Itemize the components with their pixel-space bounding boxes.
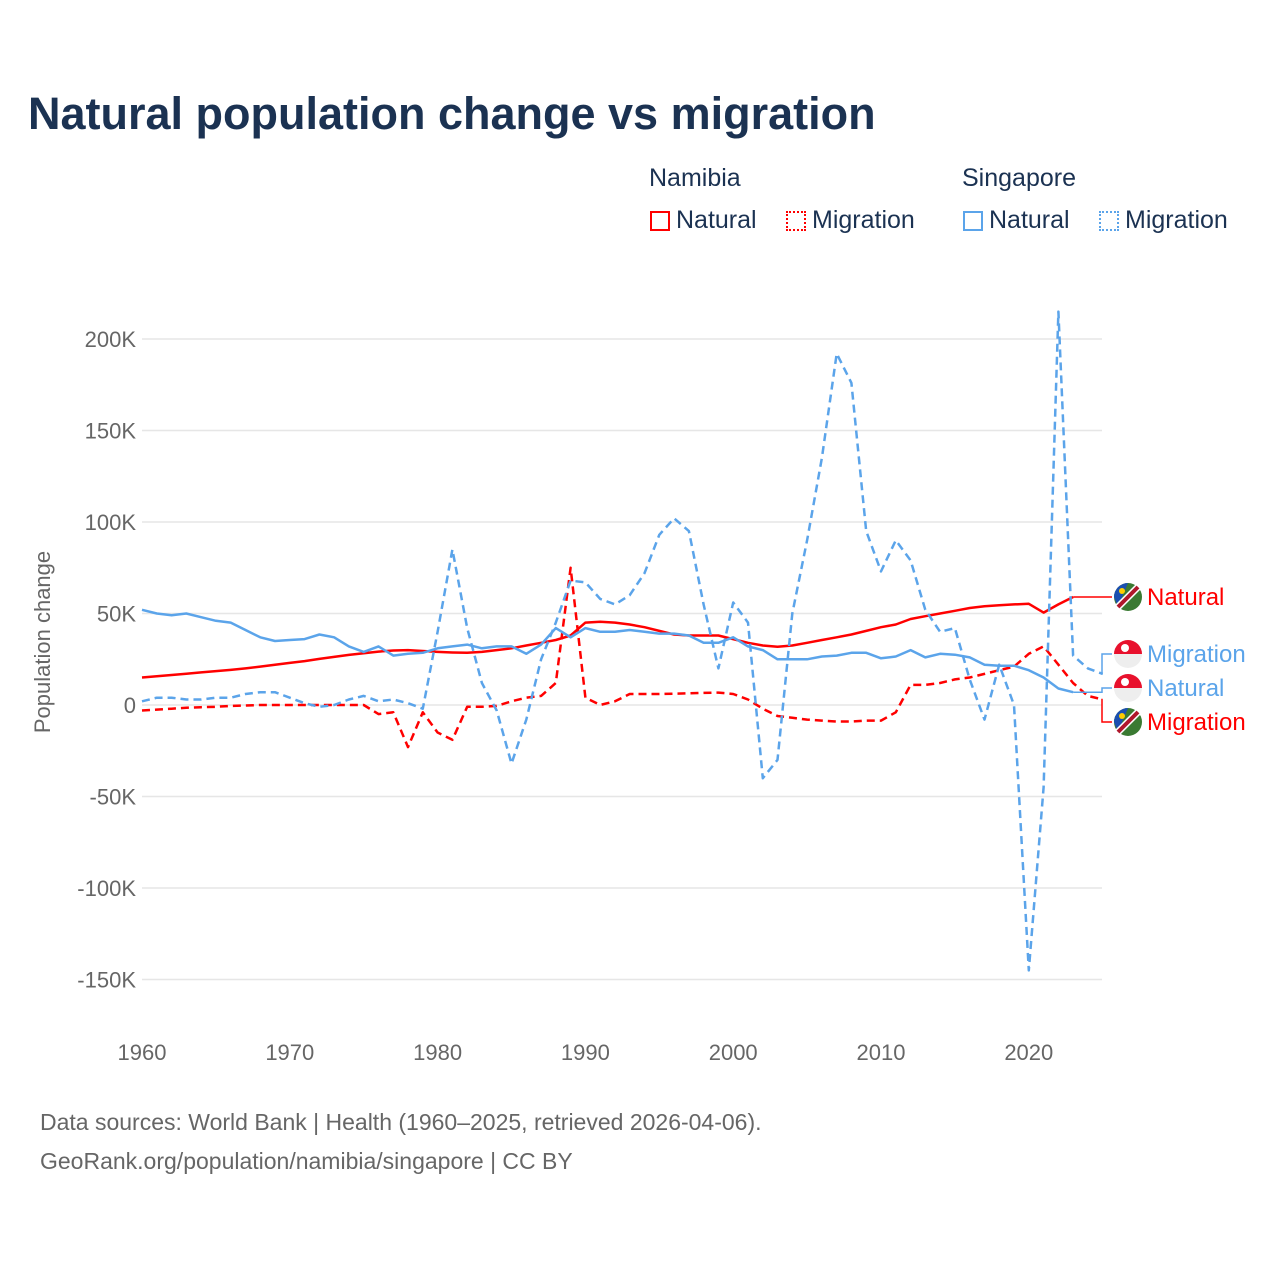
label-connector bbox=[1101, 653, 1112, 675]
source-line-2[interactable]: GeoRank.org/population/namibia/singapore… bbox=[40, 1148, 573, 1174]
namibia-flag-icon bbox=[1119, 713, 1125, 719]
legend-label: Migration bbox=[1125, 206, 1228, 234]
solid-swatch-icon bbox=[963, 210, 983, 231]
namibia-flag-icon bbox=[1119, 588, 1125, 594]
legend-label: Migration bbox=[812, 206, 915, 234]
legend-namibia-natural[interactable]: Natural bbox=[650, 206, 757, 235]
legend-label: Natural bbox=[989, 206, 1070, 234]
series-end-label: Migration bbox=[1147, 709, 1246, 736]
x-tick-label: 1960 bbox=[118, 1040, 167, 1065]
series-line-namibia-natural bbox=[141, 595, 1074, 679]
series-line-singapore-migration bbox=[141, 310, 1104, 972]
y-tick-label: 200K bbox=[85, 327, 137, 352]
y-tick-label: 100K bbox=[85, 510, 137, 535]
y-tick-label: -50K bbox=[90, 785, 137, 810]
label-connector bbox=[1073, 687, 1112, 693]
x-tick-label: 2020 bbox=[1004, 1040, 1053, 1065]
x-tick-label: 2010 bbox=[857, 1040, 906, 1065]
legend-group-singapore: Singapore bbox=[962, 164, 1076, 192]
legend-singapore-natural[interactable]: Natural bbox=[963, 206, 1070, 235]
y-tick-label: 50K bbox=[97, 602, 136, 627]
y-axis-label: Population change bbox=[30, 551, 55, 733]
namibia-flag-icon bbox=[1114, 583, 1128, 607]
y-tick-label: -150K bbox=[77, 968, 136, 993]
x-tick-label: 1980 bbox=[413, 1040, 462, 1065]
source-line-1: Data sources: World Bank | Health (1960–… bbox=[40, 1109, 762, 1135]
series-end-label: Natural bbox=[1147, 675, 1224, 702]
series-line-namibia-migration bbox=[141, 566, 1103, 749]
legend-namibia-migration[interactable]: Migration bbox=[786, 206, 915, 235]
solid-swatch-icon bbox=[650, 210, 670, 231]
label-connector bbox=[1101, 698, 1112, 723]
chart-title: Natural population change vs migration bbox=[28, 88, 876, 139]
legend-label: Natural bbox=[676, 206, 757, 234]
dotted-swatch-icon bbox=[786, 210, 806, 231]
legend-singapore-migration[interactable]: Migration bbox=[1099, 206, 1228, 235]
x-tick-label: 1990 bbox=[561, 1040, 610, 1065]
legend-group-namibia: Namibia bbox=[649, 164, 741, 192]
y-tick-label: 150K bbox=[85, 419, 137, 444]
namibia-flag-icon bbox=[1116, 585, 1140, 609]
namibia-flag-icon bbox=[1114, 708, 1128, 732]
series-line-singapore-natural bbox=[141, 608, 1074, 694]
series-end-label: Migration bbox=[1147, 641, 1246, 668]
x-tick-label: 2000 bbox=[709, 1040, 758, 1065]
dotted-swatch-icon bbox=[1099, 210, 1119, 231]
singapore-flag-icon bbox=[1121, 678, 1129, 686]
series-end-label: Natural bbox=[1147, 584, 1224, 611]
namibia-flag-icon bbox=[1116, 710, 1140, 734]
singapore-flag-icon bbox=[1121, 644, 1129, 652]
x-tick-label: 1970 bbox=[265, 1040, 314, 1065]
y-tick-label: 0 bbox=[124, 693, 136, 718]
y-tick-label: -100K bbox=[77, 876, 136, 901]
